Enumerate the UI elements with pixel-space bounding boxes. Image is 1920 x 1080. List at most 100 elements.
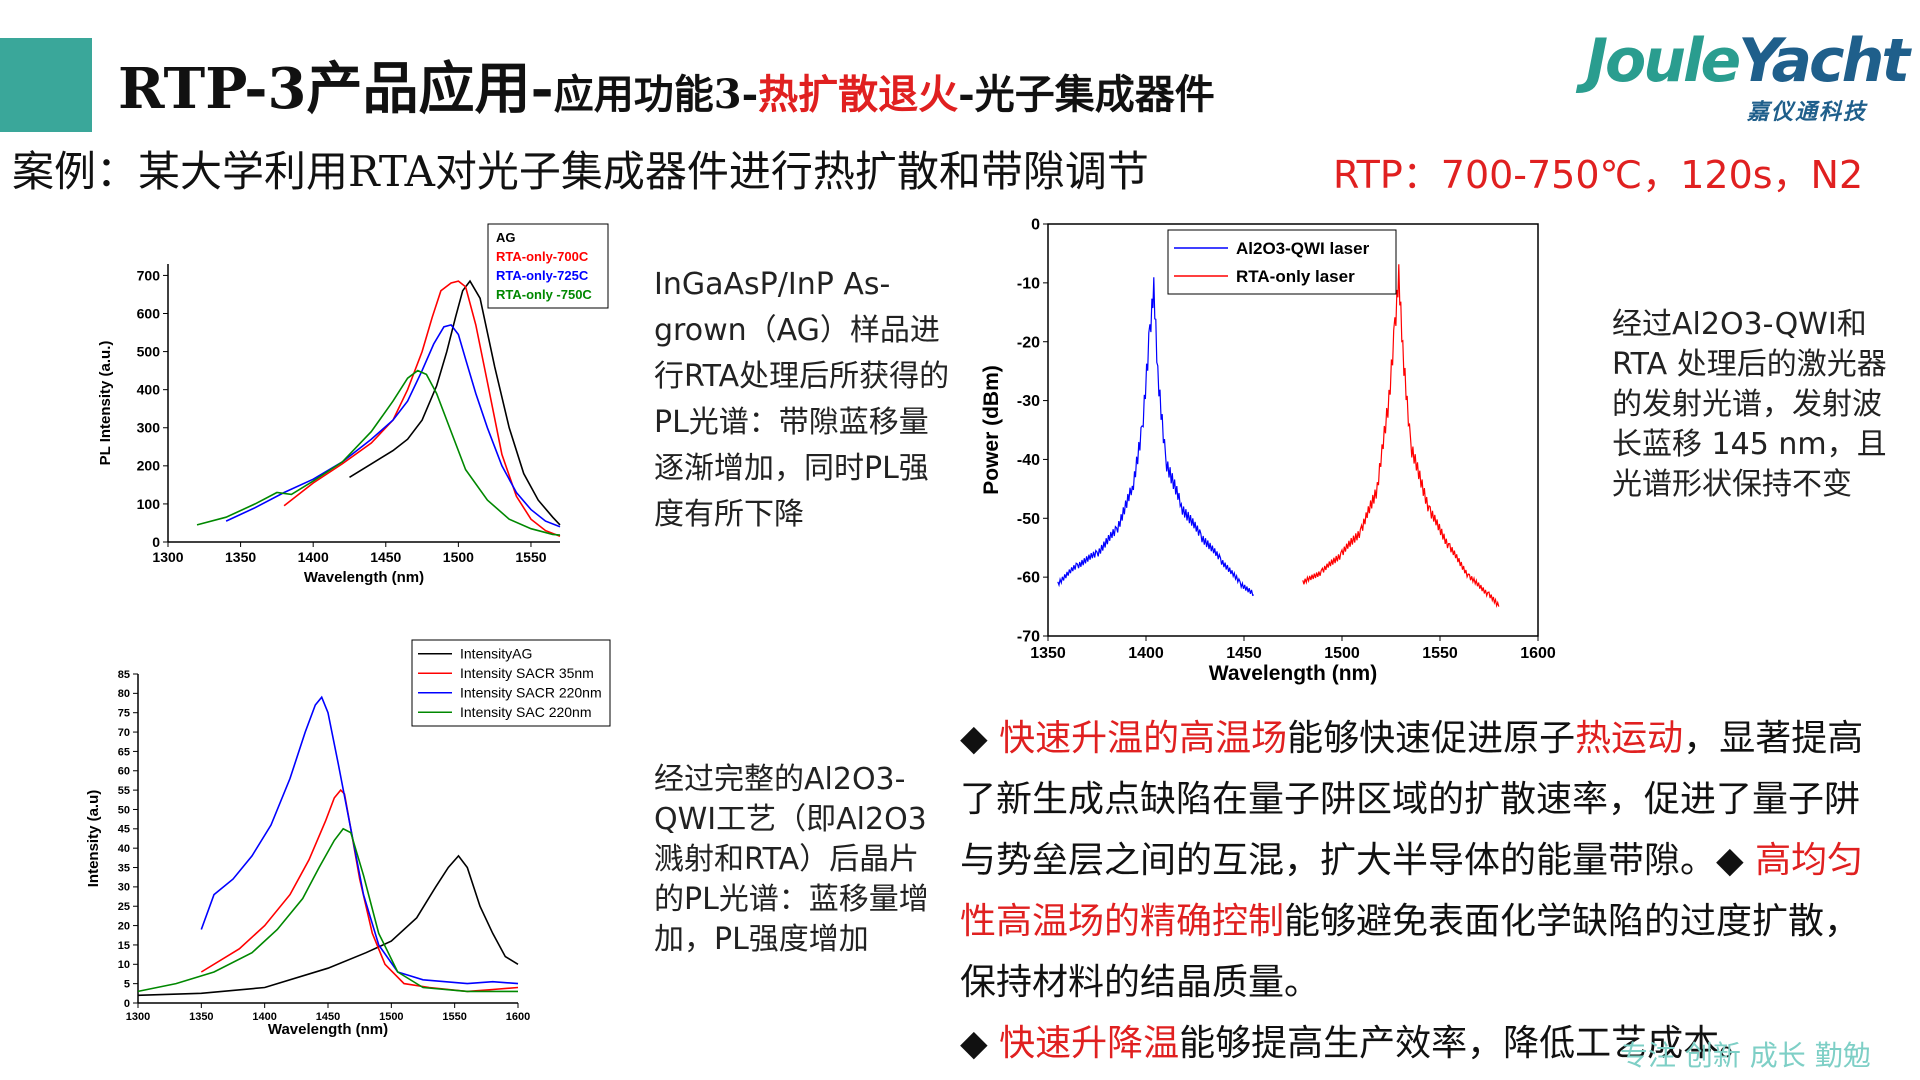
x-tick-label: 1550 (515, 549, 546, 565)
page-title: RTP-3产品应用-应用功能3-热扩散退火-光子集成器件 (118, 44, 1215, 134)
legend-label: Al2O3-QWI laser (1236, 239, 1370, 258)
title-part-1: RTP-3产品应用- (118, 56, 554, 122)
y-tick-label: -60 (1017, 570, 1040, 587)
bullet-3-text: 能够提高生产效率，降低工艺成本。 (1179, 1023, 1756, 1064)
series-line (283, 280, 561, 538)
legend-label: RTA-only -750C (496, 287, 592, 302)
y-tick-label: 0 (152, 534, 160, 550)
legend-label: AG (496, 230, 516, 245)
x-tick-label: 1450 (1226, 645, 1262, 662)
x-tick-label: 1550 (442, 1011, 466, 1023)
x-tick-label: 1350 (189, 1011, 213, 1023)
description-ag-spectrum: InGaAsP/InP As-grown（AG）样品进行RTA处理后所获得的PL… (654, 267, 950, 532)
y-tick-label: 0 (124, 998, 130, 1010)
logo-text-a: Joule (1585, 26, 1742, 96)
x-axis-label: Wavelength (nm) (304, 569, 424, 586)
x-axis-label: Wavelength (nm) (268, 1021, 388, 1038)
y-tick-label: 50 (118, 804, 130, 816)
series-line (349, 279, 561, 526)
y-tick-label: -10 (1017, 275, 1040, 292)
x-tick-label: 1400 (298, 549, 329, 565)
y-tick-label: 30 (118, 882, 130, 894)
y-tick-label: 5 (124, 978, 130, 990)
legend-label: RTA-only laser (1236, 267, 1355, 286)
title-part-2: 应用功能3- (553, 71, 759, 118)
rtp-conditions: RTP：700-750℃，120s，N2 (1333, 153, 1864, 197)
x-tick-label: 1400 (1128, 645, 1164, 662)
x-tick-label: 1400 (252, 1011, 276, 1023)
x-tick-label: 1450 (316, 1011, 340, 1023)
legend-box (487, 223, 609, 309)
x-tick-label: 1600 (506, 1011, 530, 1023)
y-tick-label: 300 (137, 420, 161, 436)
y-axis-label: PL Intensity (a.u.) (97, 341, 114, 466)
bullet-1-text-b: ，显著提高了新生成点缺陷在量子阱区域的扩散速率，促进了量子阱与势垒层之间的互混，… (960, 718, 1864, 881)
bullet-item-1: ◆ 快速升温的高温场能够快速促进原子热运动，显著提高了新生成点缺陷在量子阱区域的… (960, 708, 1880, 1013)
bullet-2-text: 能够避免表面化学缺陷的过度扩散，保持材料的结晶质量。 (960, 901, 1861, 1003)
y-tick-label: 15 (118, 940, 130, 952)
y-tick-label: 700 (137, 267, 161, 283)
series-line (1302, 264, 1500, 609)
diamond-icon: ◆ (1716, 840, 1744, 881)
y-tick-label: 0 (1031, 217, 1040, 234)
y-tick-label: -30 (1017, 393, 1040, 410)
logo-text-b: Yacht (1738, 26, 1910, 96)
x-axis-label: Wavelength (nm) (1209, 662, 1377, 685)
series-line (200, 788, 519, 993)
y-tick-label: 400 (137, 382, 161, 398)
y-tick-label: 20 (118, 920, 130, 932)
series-line (196, 369, 561, 536)
y-tick-label: 10 (118, 959, 130, 971)
y-tick-label: 60 (118, 766, 130, 778)
y-axis-label: Power (dBm) (980, 365, 1003, 495)
bullet-2-highlight: 高均匀性高温场的精确控制 (960, 840, 1864, 942)
bullet-3-highlight: 快速升降温 (999, 1023, 1180, 1064)
title-part-3: 热扩散退火 (758, 71, 959, 118)
y-tick-label: 70 (118, 727, 130, 739)
legend-label: Intensity SACR 35nm (460, 665, 594, 681)
legend-label: Intensity SACR 220nm (460, 685, 602, 701)
x-tick-label: 1550 (1422, 645, 1458, 662)
x-tick-label: 1350 (225, 549, 256, 565)
logo-wordmark: JouleYacht (1585, 26, 1910, 96)
x-tick-label: 1300 (152, 549, 183, 565)
y-tick-label: 40 (118, 843, 130, 855)
y-tick-label: -40 (1017, 452, 1040, 469)
bullet-1-highlight-a: 快速升温的高温场 (999, 718, 1288, 759)
x-tick-label: 1500 (379, 1011, 403, 1023)
x-tick-label: 1500 (1324, 645, 1360, 662)
legend-label: RTA-only-700C (496, 249, 589, 264)
y-tick-label: -20 (1017, 334, 1040, 351)
series-line (1057, 277, 1255, 597)
case-text: 案例：某大学利用RTA对光子集成器件进行热扩散和带隙调节 (12, 147, 1149, 196)
y-tick-label: 45 (118, 824, 130, 836)
laser-emission-chart: 1350 1400 1450 1500 1550 1600 0 -10 -20 -30 -40 -50… (980, 217, 1556, 685)
title-part-4: -光子集成器件 (958, 71, 1215, 118)
bullet-list: ◆ 快速升温的高温场能够快速促进原子热运动，显著提高了新生成点缺陷在量子阱区域的… (960, 708, 1880, 1074)
y-tick-label: 85 (118, 669, 130, 681)
legend-label: IntensityAG (460, 646, 532, 662)
y-axis-label: Intensity (a.u) (85, 790, 102, 888)
pl-spectrum-chart: 1300 1350 1400 1450 1500 1550 0 100 200 300 400 500… (97, 223, 609, 586)
plot-frame (1047, 223, 1539, 637)
y-tick-label: 25 (118, 901, 130, 913)
legend-label: Intensity SAC 220nm (460, 704, 592, 720)
footer-slogan: 专注 创新 成长 勤勉 (1620, 1039, 1871, 1072)
x-tick-label: 1450 (370, 549, 401, 565)
y-tick-label: 600 (137, 305, 161, 321)
x-tick-label: 1600 (1520, 645, 1556, 662)
y-tick-label: 35 (118, 862, 130, 874)
series-line (200, 695, 519, 985)
legend-box (1167, 229, 1397, 295)
y-tick-label: 55 (118, 785, 130, 797)
x-tick-label: 1350 (1030, 645, 1066, 662)
x-tick-label: 1500 (443, 549, 474, 565)
qwi-pl-chart: 1300 1350 1400 1450 1500 1550 1600 0 5 10 15 20 25 30… (85, 639, 611, 1038)
joule-yacht-logo: JouleYacht 嘉仪通科技 (1575, 26, 1915, 125)
bullet-1-text-a: 能够快速促进原子 (1287, 718, 1576, 759)
y-tick-label: 75 (118, 708, 130, 720)
title-accent-block (0, 38, 92, 132)
y-tick-label: -50 (1017, 511, 1040, 528)
series-line (225, 323, 561, 528)
diamond-icon: ◆ (960, 1023, 988, 1064)
